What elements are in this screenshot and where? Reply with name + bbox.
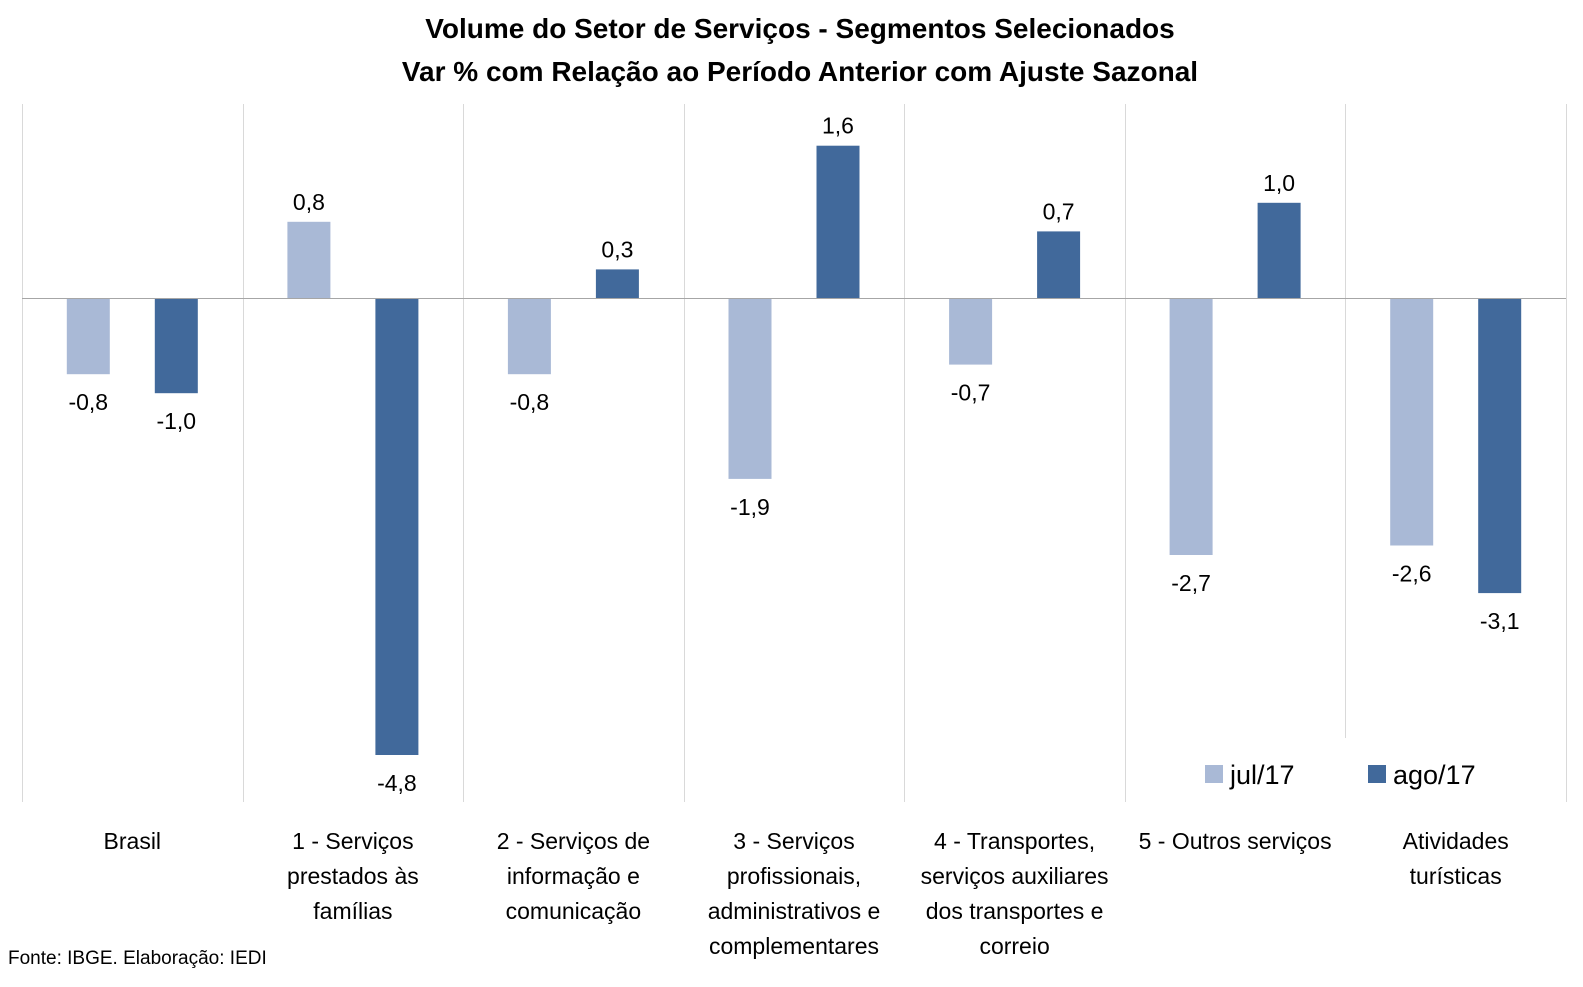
data-label: 0,8 xyxy=(293,189,325,215)
bar xyxy=(287,221,331,298)
category-label: 3 - Serviços xyxy=(733,828,854,854)
data-label: -2,6 xyxy=(1392,561,1432,587)
bar xyxy=(1478,298,1522,594)
data-label: 0,7 xyxy=(1043,198,1075,224)
data-label: -0,8 xyxy=(510,389,550,415)
data-label: -4,8 xyxy=(377,770,417,796)
bars xyxy=(66,145,1522,755)
category-label: turísticas xyxy=(1410,863,1502,889)
bar xyxy=(816,145,860,298)
data-label: -1,0 xyxy=(156,408,196,434)
category-label: administrativos e xyxy=(708,898,881,924)
data-label: -2,7 xyxy=(1171,570,1211,596)
chart-subtitle: Var % com Relação ao Período Anterior co… xyxy=(402,56,1198,87)
legend: jul/17 ago/17 xyxy=(1205,760,1476,790)
category-label: Brasil xyxy=(104,828,162,854)
data-label: 1,6 xyxy=(822,113,854,139)
category-label: profissionais, xyxy=(727,863,861,889)
category-label: comunicação xyxy=(506,898,642,924)
data-label: -3,1 xyxy=(1480,608,1520,634)
bar xyxy=(728,298,772,479)
chart-title: Volume do Setor de Serviços - Segmentos … xyxy=(425,13,1174,44)
bar xyxy=(595,269,639,298)
data-label: 1,0 xyxy=(1263,170,1295,196)
source-note: Fonte: IBGE. Elaboração: IEDI xyxy=(8,948,267,969)
bar xyxy=(1390,298,1434,546)
category-label: informação e xyxy=(507,863,640,889)
category-label: famílias xyxy=(313,898,392,924)
bar xyxy=(375,298,419,755)
bar xyxy=(154,298,198,394)
category-label: serviços auxiliares xyxy=(921,863,1109,889)
data-labels: -0,8 0,8 -0,8 -1,9 -0,7 -2,7 -2,6 -1,0 -4,8 0,3 1,… xyxy=(68,113,1519,796)
bar xyxy=(1257,202,1301,298)
legend-swatch xyxy=(1205,765,1223,783)
legend-label: jul/17 xyxy=(1229,760,1295,790)
category-label: correio xyxy=(979,933,1049,959)
category-label: 1 - Serviços xyxy=(292,828,413,854)
category-label: 5 - Outros serviços xyxy=(1139,828,1332,854)
category-label: complementares xyxy=(709,933,879,959)
data-label: -1,9 xyxy=(730,494,770,520)
legend-label: ago/17 xyxy=(1393,760,1476,790)
legend-swatch xyxy=(1368,765,1386,783)
data-label: -0,8 xyxy=(68,389,108,415)
category-label: 4 - Transportes, xyxy=(934,828,1095,854)
category-separators xyxy=(22,104,1567,802)
category-label: 2 - Serviços de xyxy=(497,828,650,854)
bar xyxy=(66,298,110,375)
data-label: -0,7 xyxy=(951,380,991,406)
bar xyxy=(507,298,551,375)
bar xyxy=(1037,231,1081,298)
category-label: dos transportes e xyxy=(926,898,1104,924)
data-label: 0,3 xyxy=(601,236,633,262)
bar xyxy=(1169,298,1213,555)
bar xyxy=(949,298,993,365)
category-label: Atividades xyxy=(1403,828,1509,854)
category-label: prestados às xyxy=(287,863,419,889)
category-labels: Brasil 1 - Serviços prestados às famílias 2 … xyxy=(104,828,1509,959)
